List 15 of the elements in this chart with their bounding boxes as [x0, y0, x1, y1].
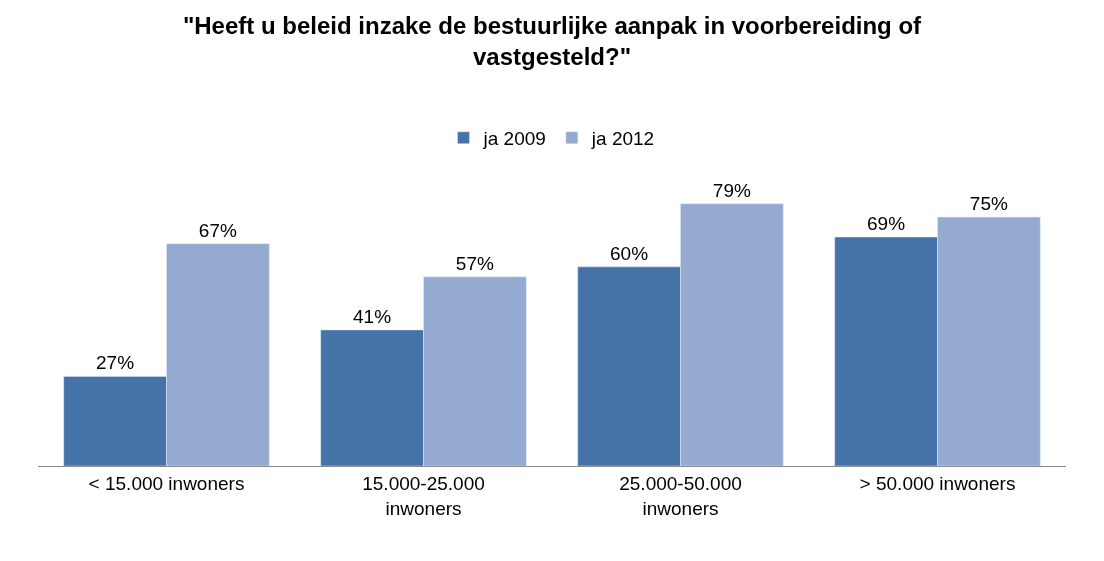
- data-label: 69%: [867, 212, 906, 234]
- x-tick-label: < 15.000 inwoners: [88, 472, 245, 494]
- data-label: 60%: [610, 242, 649, 264]
- data-label: 79%: [712, 179, 751, 201]
- legend-label: ja 2012: [590, 128, 655, 150]
- data-label: 57%: [455, 252, 494, 274]
- x-tick-label: 25.000-50.000 inwoners: [619, 472, 742, 519]
- data-label: 75%: [969, 193, 1008, 215]
- legend-label: ja 2009: [482, 128, 546, 150]
- x-tick-label: 15.000-25.000 inwoners: [362, 472, 485, 519]
- x-tick-label: > 50.000 inwoners: [859, 472, 1016, 494]
- chart-title: "Heeft u beleid inzake de bestuurlijke aanpak in voorbereiding of vastgesteld?": [182, 11, 923, 70]
- data-label: 67%: [198, 219, 237, 241]
- data-label: 27%: [96, 352, 135, 374]
- data-label: 41%: [353, 305, 392, 327]
